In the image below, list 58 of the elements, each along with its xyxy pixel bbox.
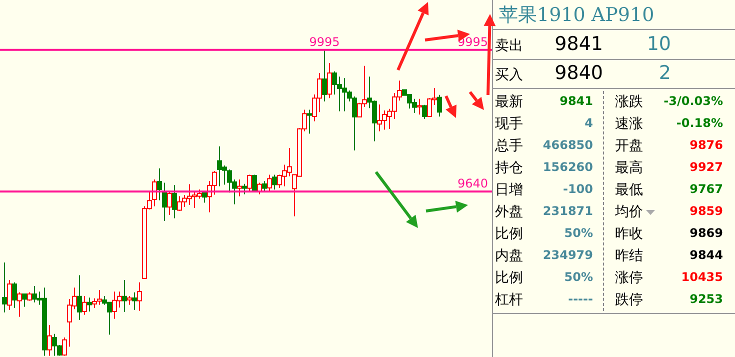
text: 日增: [495, 181, 523, 199]
text: 买入: [495, 66, 523, 84]
text: 9859: [688, 204, 723, 218]
candlestick: [87, 297, 92, 312]
text: 10435: [680, 270, 723, 284]
candlestick: [132, 292, 137, 310]
text: 9841: [558, 94, 593, 108]
text: 昨收: [615, 225, 643, 243]
text: 内盘: [495, 247, 523, 265]
text: 50%: [563, 226, 593, 240]
annotation: 9995: [309, 34, 340, 49]
text: 现手: [495, 115, 523, 133]
text: -3/0.03%: [662, 94, 723, 108]
text: 234979: [542, 248, 593, 262]
text: 杠杆: [495, 291, 523, 309]
text: 最高: [615, 159, 643, 177]
text: 苹果1910 AP910: [493, 0, 735, 30]
text: 9253: [688, 292, 723, 306]
text: 外盘: [495, 203, 523, 221]
text: -----: [567, 292, 593, 306]
text: 9844: [688, 248, 723, 262]
candlestick: [77, 274, 82, 320]
text: 最新: [495, 93, 523, 111]
text: 50%: [563, 270, 593, 284]
text: 卖出: [495, 37, 523, 55]
text: 开盘: [615, 137, 643, 155]
candlestick: [137, 282, 142, 312]
text: -100: [562, 182, 593, 196]
ref-line-label: 9640: [457, 176, 488, 190]
text: 10: [646, 33, 671, 55]
candlestick: [2, 262, 7, 313]
candlestick: [157, 168, 162, 201]
text: 156260: [542, 160, 593, 174]
text: 总手: [495, 137, 523, 155]
text: 2: [658, 62, 671, 84]
text: 涨跌: [615, 93, 643, 111]
text: 最低: [615, 181, 643, 199]
candlestick: [162, 182, 167, 222]
text: 均价: [615, 203, 643, 221]
text: 4: [584, 116, 593, 130]
text: 466850: [542, 138, 593, 152]
text: -0.18%: [675, 116, 723, 130]
text: 9767: [688, 182, 723, 196]
text: 速涨: [615, 115, 643, 133]
text: 跌停: [615, 291, 643, 309]
candlestick: [122, 280, 127, 312]
text: 231871: [542, 204, 593, 218]
text: 9876: [688, 138, 723, 152]
text: 9840: [554, 62, 603, 84]
text: 持仓: [495, 159, 523, 177]
text: 比例: [495, 225, 523, 243]
text: 9869: [688, 226, 723, 240]
candlestick: [322, 49, 327, 102]
text: 9927: [688, 160, 723, 174]
text: 比例: [495, 269, 523, 287]
text: 9841: [554, 33, 603, 55]
text: 昨结: [615, 247, 643, 265]
text: 涨停: [615, 269, 643, 287]
